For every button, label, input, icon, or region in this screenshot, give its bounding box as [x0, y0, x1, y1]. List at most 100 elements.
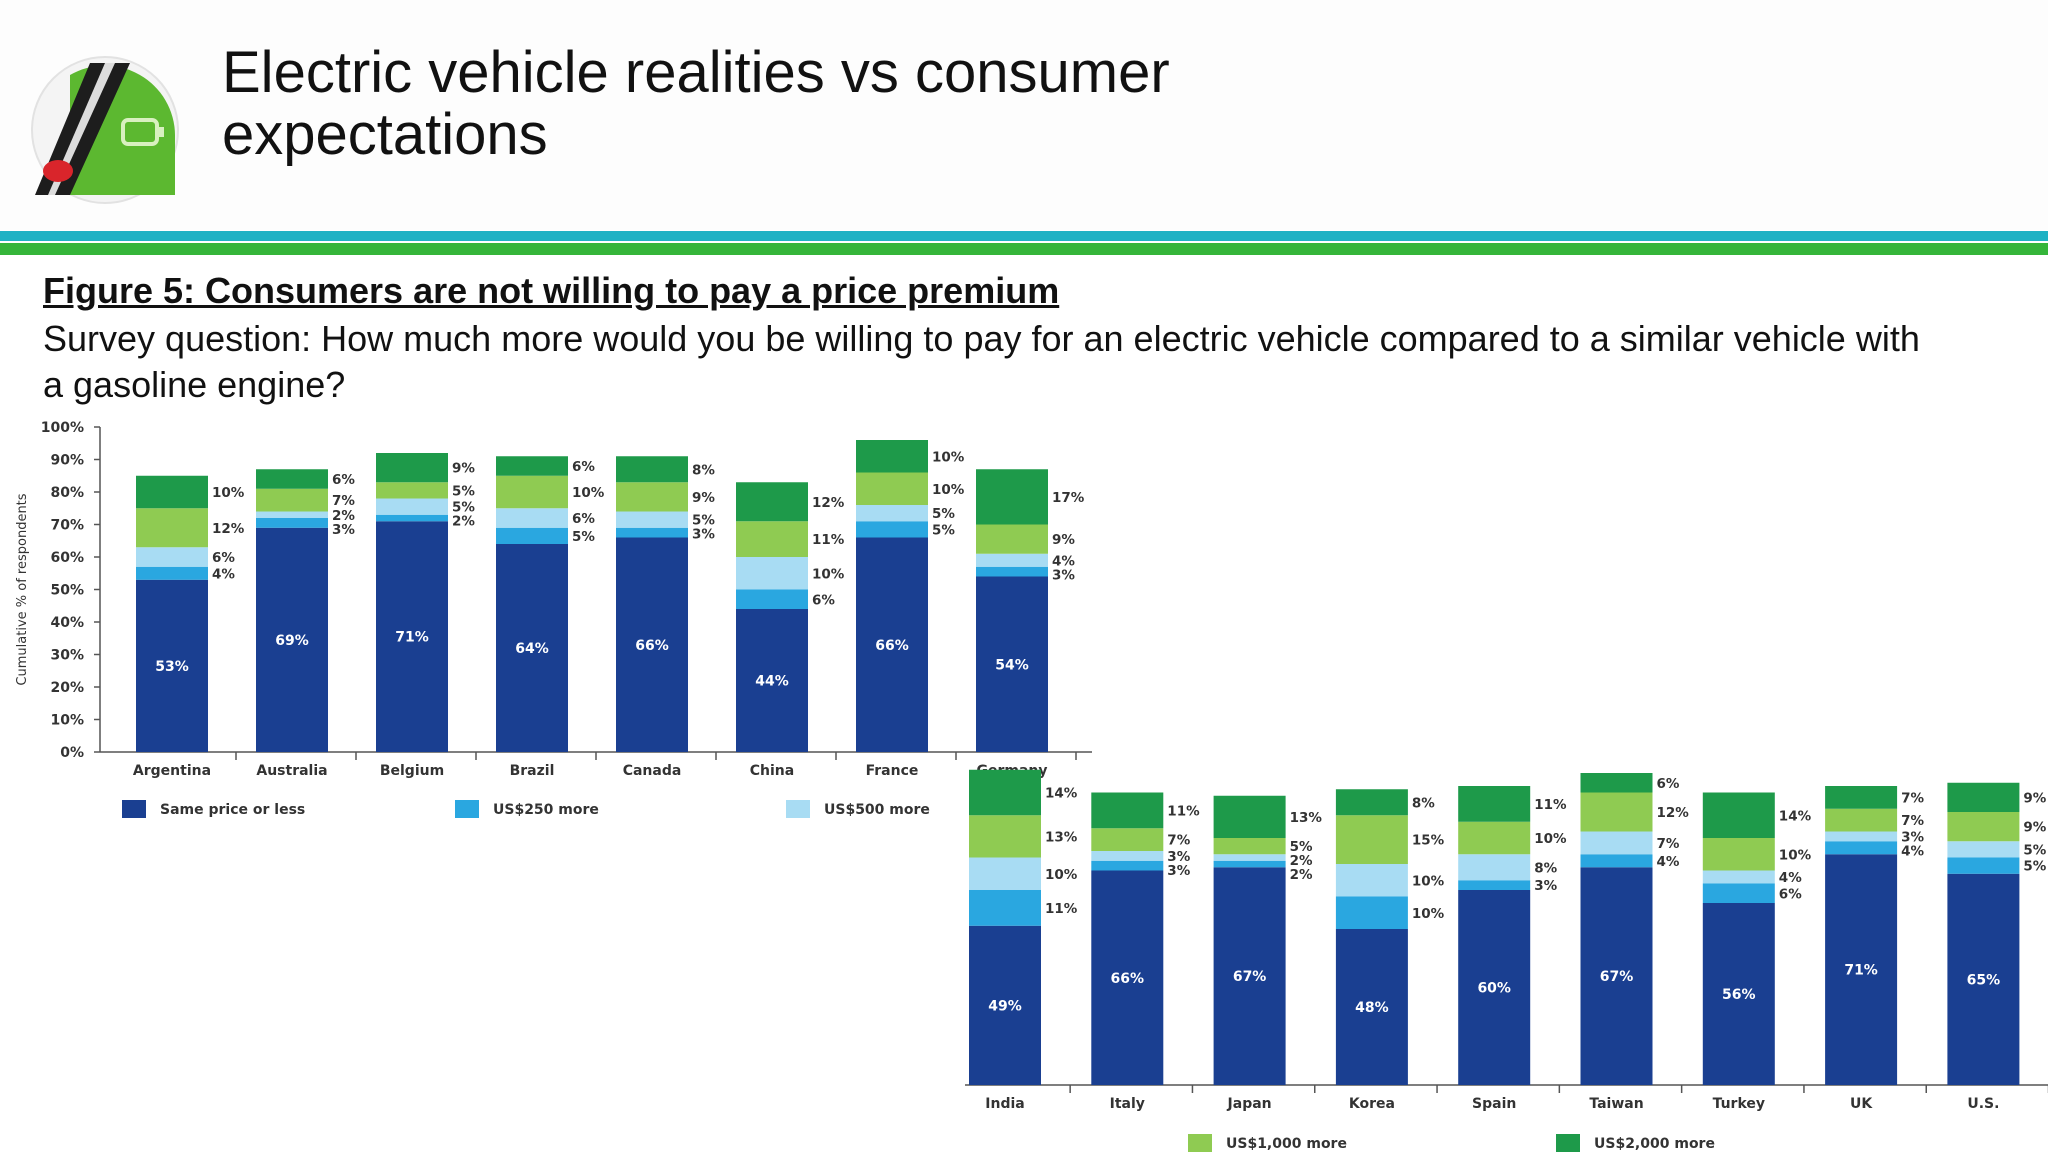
bar-value-label: 71%: [1844, 963, 1878, 979]
segment-value-label: 5%: [2023, 859, 2046, 875]
y-tick-label: 30%: [50, 648, 84, 664]
segment-value-label: 17%: [1052, 490, 1085, 506]
bar-segment: [1825, 808, 1898, 832]
bar-segment: [1947, 857, 2020, 874]
bar-segment: [496, 527, 568, 544]
segment-value-label: 7%: [332, 493, 355, 509]
bar-value-label: 44%: [755, 674, 789, 690]
segment-value-label: 5%: [2023, 842, 2046, 858]
segment-value-label: 10%: [932, 482, 965, 498]
bar-segment: [1947, 873, 2020, 1085]
bar-value-label: 48%: [1355, 1000, 1389, 1016]
segment-value-label: 7%: [1901, 813, 1924, 829]
bar-value-label: 54%: [995, 657, 1029, 673]
header-rule-teal: [0, 231, 2048, 241]
bar-segment: [1335, 929, 1408, 1085]
bar-segment: [1947, 841, 2020, 858]
segment-value-label: 5%: [572, 529, 595, 545]
bar-segment: [1335, 815, 1408, 864]
bar-segment: [1335, 864, 1408, 897]
segment-value-label: 7%: [1167, 833, 1190, 849]
y-tick-label: 10%: [50, 713, 84, 729]
y-tick-label: 80%: [50, 485, 84, 501]
bar-segment: [969, 925, 1041, 1085]
segment-value-label: 8%: [692, 462, 715, 478]
bar-segment: [1825, 786, 1898, 809]
bar-segment: [856, 472, 928, 505]
segment-value-label: 14%: [1045, 786, 1078, 802]
page-title-line-2: expectations: [222, 102, 548, 167]
segment-value-label: 10%: [212, 485, 245, 501]
bar-segment: [616, 511, 688, 528]
bar-segment: [1580, 854, 1653, 868]
bar-segment: [856, 521, 928, 538]
x-category-label: U.S.: [1967, 1096, 1999, 1112]
bar-value-label: 71%: [395, 630, 429, 646]
bar-segment: [256, 511, 328, 518]
bar-segment: [136, 579, 208, 752]
segment-value-label: 6%: [212, 550, 235, 566]
bar-segment: [969, 769, 1041, 816]
x-category-label: France: [866, 763, 919, 779]
bar-segment: [1091, 860, 1164, 871]
bar-value-label: 66%: [635, 638, 669, 654]
x-category-label: Taiwan: [1589, 1096, 1643, 1112]
x-category-label: India: [985, 1096, 1024, 1112]
bar-segment: [1335, 896, 1408, 929]
segment-value-label: 10%: [1779, 847, 1812, 863]
bar-segment: [1702, 838, 1775, 871]
header-rule-green: [0, 243, 2048, 255]
bar-segment: [1213, 860, 1286, 868]
segment-value-label: 3%: [1901, 829, 1924, 845]
segment-value-label: 10%: [1412, 906, 1445, 922]
bar-value-label: 67%: [1600, 969, 1634, 985]
segment-value-label: 6%: [1657, 776, 1680, 792]
legend-swatch: [122, 800, 146, 818]
bar-segment: [736, 521, 808, 557]
legend-swatch: [1556, 1134, 1580, 1152]
segment-value-label: 5%: [932, 522, 955, 538]
bar-segment: [976, 566, 1048, 577]
bar-segment: [1825, 854, 1898, 1085]
segment-value-label: 6%: [572, 511, 595, 527]
y-tick-label: 20%: [50, 680, 84, 696]
legend-label: US$1,000 more: [1226, 1136, 1347, 1152]
bar-segment: [1091, 851, 1164, 861]
segment-value-label: 11%: [812, 532, 845, 548]
figure-title: Figure 5: Consumers are not willing to p…: [43, 270, 1060, 311]
segment-value-label: 11%: [1045, 901, 1078, 917]
segment-value-label: 6%: [1779, 886, 1802, 902]
segment-value-label: 9%: [2023, 820, 2046, 836]
bar-segment: [1091, 792, 1164, 829]
bar-segment: [256, 518, 328, 528]
bar-segment: [136, 566, 208, 580]
segment-value-label: 4%: [1901, 843, 1924, 859]
bar-value-label: 66%: [1111, 971, 1145, 987]
bar-segment: [616, 527, 688, 538]
bar-segment: [496, 508, 568, 528]
segment-value-label: 5%: [452, 500, 475, 516]
bar-segment: [376, 482, 448, 499]
bar-segment: [496, 475, 568, 509]
bar-value-label: 64%: [515, 641, 549, 657]
x-category-label: Belgium: [380, 763, 444, 779]
bar-segment: [1213, 795, 1286, 838]
segment-value-label: 12%: [1657, 805, 1690, 821]
segment-value-label: 7%: [1657, 836, 1680, 852]
legend-label: US$2,000 more: [1594, 1136, 1715, 1152]
segment-value-label: 5%: [452, 483, 475, 499]
x-category-label: Japan: [1227, 1096, 1272, 1112]
x-category-label: Korea: [1349, 1096, 1395, 1112]
segment-value-label: 2%: [1290, 853, 1313, 869]
bar-segment: [256, 527, 328, 752]
segment-value-label: 4%: [1052, 553, 1075, 569]
segment-value-label: 11%: [1534, 797, 1567, 813]
bar-segment: [1213, 854, 1286, 861]
bar-segment: [376, 514, 448, 522]
segment-value-label: 13%: [1290, 810, 1323, 826]
segment-value-label: 3%: [332, 522, 355, 538]
bar-segment: [976, 524, 1048, 554]
x-category-label: Canada: [623, 763, 682, 779]
segment-value-label: 10%: [1534, 831, 1567, 847]
y-tick-label: 0%: [60, 745, 84, 761]
